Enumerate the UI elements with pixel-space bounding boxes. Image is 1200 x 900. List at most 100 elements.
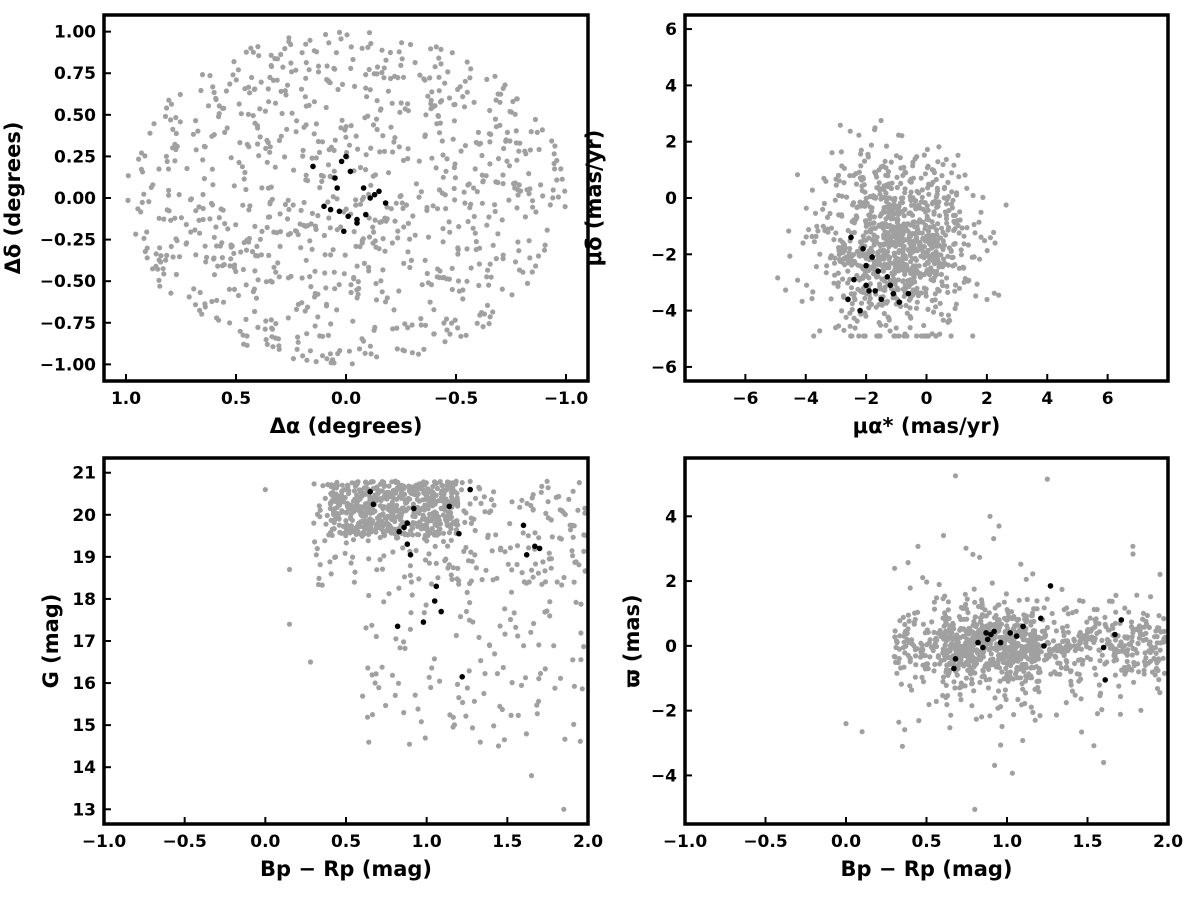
field-star-point	[889, 278, 895, 284]
field-star-point	[1061, 607, 1067, 613]
field-star-point	[313, 155, 319, 161]
field-star-point	[892, 634, 898, 640]
field-star-point	[434, 485, 440, 492]
field-star-point	[527, 186, 533, 192]
field-star-point	[374, 126, 380, 133]
field-star-point	[513, 140, 519, 146]
field-star-point	[1102, 614, 1108, 621]
field-star-point	[871, 263, 877, 269]
field-star-point	[970, 551, 976, 558]
field-star-point	[948, 201, 955, 207]
field-star-point	[549, 534, 555, 540]
field-star-point	[947, 655, 953, 661]
field-star-point	[393, 514, 399, 520]
field-star-point	[903, 643, 909, 649]
field-star-point	[267, 74, 273, 80]
field-star-point	[452, 197, 458, 203]
field-star-point	[269, 334, 275, 340]
field-star-point	[437, 678, 443, 684]
field-star-point	[350, 318, 356, 324]
field-star-point	[436, 498, 442, 504]
field-star-point	[512, 111, 518, 117]
field-star-point	[1003, 591, 1010, 597]
field-star-point	[431, 656, 437, 662]
field-star-point	[468, 201, 474, 207]
field-star-point	[912, 255, 918, 261]
field-star-point	[957, 217, 963, 223]
field-star-point	[282, 46, 288, 52]
member-star-point	[363, 211, 369, 218]
field-star-point	[466, 668, 472, 674]
y-tick-label: 14	[72, 758, 96, 778]
field-star-point	[1045, 640, 1052, 647]
field-star-point	[505, 561, 511, 567]
field-star-point	[1140, 616, 1146, 622]
field-star-point	[263, 145, 269, 151]
field-star-point	[485, 532, 491, 538]
field-star-point	[378, 497, 384, 504]
x-tick-label: −4	[793, 389, 819, 409]
field-star-point	[938, 311, 945, 317]
field-star-point	[508, 589, 515, 595]
field-star-point	[891, 333, 897, 339]
y-axis-label: μδ (mas/yr)	[582, 130, 606, 267]
field-star-point	[269, 196, 275, 202]
field-star-point	[358, 487, 364, 493]
field-star-point	[231, 250, 237, 256]
field-star-point	[385, 88, 391, 94]
field-star-point	[899, 223, 905, 229]
field-star-point	[1023, 661, 1029, 667]
field-star-point	[930, 223, 937, 229]
field-star-point	[539, 127, 546, 133]
field-star-point	[1078, 676, 1084, 682]
field-star-point	[1099, 707, 1105, 713]
field-star-point	[866, 305, 872, 311]
field-star-point	[883, 165, 889, 171]
field-star-point	[902, 286, 909, 292]
field-star-point	[300, 153, 306, 159]
field-star-point	[557, 535, 563, 541]
field-star-point	[954, 632, 960, 638]
field-star-point	[843, 314, 849, 320]
field-star-point	[156, 215, 162, 221]
field-star-point	[945, 194, 952, 200]
field-star-point	[216, 215, 222, 221]
field-star-point	[270, 77, 276, 83]
field-star-point	[835, 270, 841, 276]
field-star-point	[351, 274, 357, 281]
field-star-point	[462, 143, 468, 149]
field-star-point	[285, 315, 291, 321]
field-star-point	[907, 210, 914, 216]
field-star-point	[991, 622, 997, 628]
field-star-point	[875, 273, 881, 279]
field-star-point	[393, 636, 399, 642]
field-star-point	[559, 176, 565, 182]
field-star-point	[1060, 629, 1066, 635]
field-star-point	[452, 489, 458, 495]
member-star-point	[878, 296, 884, 303]
y-tick-label: 15	[72, 716, 96, 736]
field-star-point	[945, 599, 952, 605]
field-star-point	[952, 685, 958, 691]
field-star-point	[958, 247, 964, 253]
member-star-point	[456, 530, 462, 537]
field-star-point	[489, 548, 495, 554]
field-star-point	[1113, 609, 1119, 615]
field-star-point	[247, 90, 253, 96]
field-star-point	[548, 556, 555, 562]
member-star-point	[520, 522, 527, 529]
field-star-point	[425, 486, 431, 492]
field-star-point	[915, 204, 922, 210]
field-star-point	[418, 316, 424, 322]
field-star-point	[896, 231, 902, 237]
field-star-point	[507, 138, 513, 144]
field-star-point	[914, 248, 921, 254]
field-star-point	[158, 253, 164, 259]
field-star-point	[930, 179, 936, 185]
field-star-point	[907, 305, 913, 311]
field-star-point	[803, 205, 809, 211]
field-star-point	[932, 261, 938, 267]
field-star-point	[418, 322, 424, 328]
field-star-point	[941, 256, 947, 262]
field-star-point	[427, 75, 433, 81]
